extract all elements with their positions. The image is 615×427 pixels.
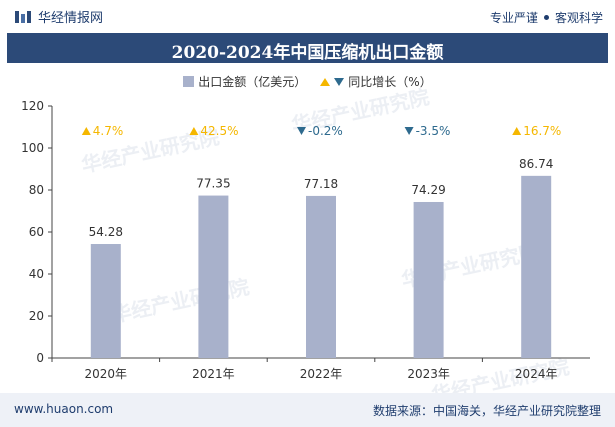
y-tick-label: 60 xyxy=(29,225,44,239)
bar-value-label: 74.29 xyxy=(411,183,445,197)
legend-item-growth[interactable]: 同比增长（%） xyxy=(320,73,432,90)
legend-growth-label: 同比增长（%） xyxy=(348,75,432,89)
title-bar: 2020-2024年中国压缩机出口金额 xyxy=(7,33,608,63)
x-tick-label: 2022年 xyxy=(300,367,343,381)
tagline: 专业严谨 客观科学 xyxy=(490,9,603,26)
x-tick-label: 2023年 xyxy=(407,367,450,381)
bar xyxy=(413,201,444,358)
chart-title: 2020-2024年中国压缩机出口金额 xyxy=(171,43,444,63)
bar xyxy=(306,195,336,358)
y-tick-label: 100 xyxy=(21,141,44,155)
growth-up-marker xyxy=(189,127,199,135)
y-tick-label: 40 xyxy=(29,267,44,281)
legend-item-bar[interactable]: 出口金额（亿美元） xyxy=(183,73,306,90)
x-tick-label: 2021年 xyxy=(192,367,235,381)
growth-label: -3.5% xyxy=(416,124,451,138)
growth-label: 16.7% xyxy=(523,124,561,138)
x-tick-label: 2020年 xyxy=(85,367,128,381)
growth-label: 42.5% xyxy=(200,124,238,138)
brand-logo-icon xyxy=(15,10,31,23)
legend-bar-label: 出口金额（亿美元） xyxy=(198,75,307,89)
legend: 出口金额（亿美元） 同比增长（%） xyxy=(0,73,615,90)
bar-value-label: 54.28 xyxy=(89,225,123,239)
bar xyxy=(198,195,229,358)
bar xyxy=(521,175,552,358)
y-tick-label: 80 xyxy=(29,183,44,197)
growth-down-marker xyxy=(404,127,414,135)
bar-value-label: 86.74 xyxy=(519,157,553,171)
bar-value-label: 77.18 xyxy=(304,177,338,191)
bar-value-label: 77.35 xyxy=(196,177,230,191)
brand[interactable]: 华经情报网 xyxy=(14,7,103,26)
footer-source: 数据来源：中国海关，华经产业研究院整理 xyxy=(372,404,601,418)
tagline-left: 专业严谨 xyxy=(489,11,538,25)
bar-swatch-icon xyxy=(183,76,195,87)
y-tick-label: 20 xyxy=(29,309,44,323)
growth-label: -0.2% xyxy=(308,124,343,138)
triangle-up-icon xyxy=(320,77,331,86)
triangle-down-icon xyxy=(334,77,345,86)
separator-dot-icon xyxy=(543,15,549,20)
top-bar: 华经情报网 专业严谨 客观科学 xyxy=(0,0,615,32)
x-tick-label: 2024年 xyxy=(515,367,558,381)
footer-website-link[interactable]: www.huaon.com xyxy=(14,402,114,416)
growth-down-marker xyxy=(297,127,306,135)
y-tick-label: 0 xyxy=(36,351,44,365)
brand-name: 华经情报网 xyxy=(38,11,104,26)
growth-up-marker xyxy=(81,127,91,135)
bar xyxy=(90,244,121,358)
tagline-right: 客观科学 xyxy=(554,11,603,25)
footer: www.huaon.com 数据来源：中国海关，华经产业研究院整理 xyxy=(0,393,615,427)
y-tick-label: 120 xyxy=(21,99,44,113)
growth-label: 4.7% xyxy=(93,124,124,138)
growth-up-marker xyxy=(512,127,522,135)
